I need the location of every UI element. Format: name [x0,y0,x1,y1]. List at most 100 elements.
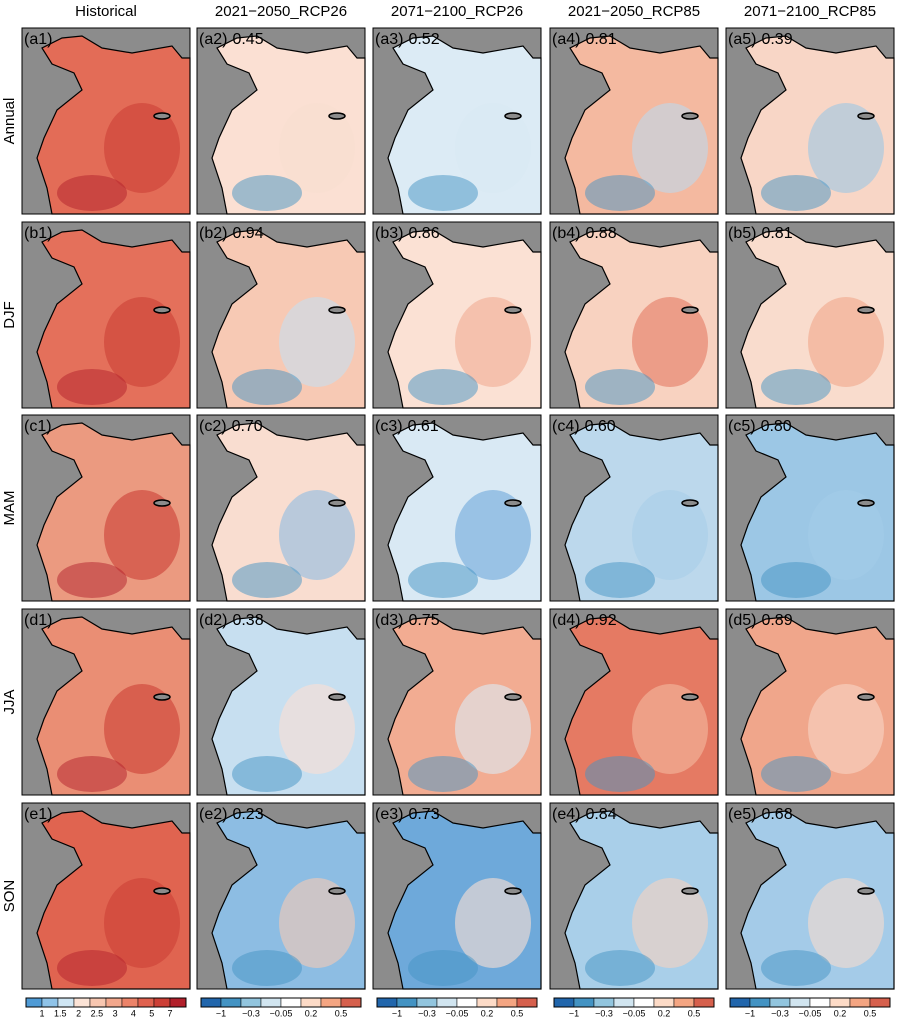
row-label: JJA [1,689,18,714]
colorbar-cell [280,997,302,1008]
sea-anomaly [104,103,180,193]
panel-label: (e5) 0.68 [728,806,793,823]
panel-frame [21,27,191,215]
map-panel: (e5) 0.68 [725,802,895,990]
panel-id: (a4) [552,31,580,48]
panel-frame [725,221,895,409]
panel-value: 0.89 [761,612,792,629]
colorbar-tick-label: 0.2 [658,1008,671,1018]
sea-anomaly [455,297,531,387]
colorbar-tick-label: −1 [569,1008,579,1018]
colorbar-cell [169,997,187,1008]
colorbar-cell [593,997,615,1008]
colorbar-cell [25,997,43,1008]
panel-label: (e4) 0.84 [552,806,617,823]
colorbar-tick-label: 2 [76,1008,81,1018]
island [153,112,171,120]
sea-anomaly [585,950,655,986]
island [681,499,699,507]
colorbar-tick-label: 2.5 [91,1008,104,1018]
island [504,499,522,507]
map-panel: (e4) 0.84 [549,802,719,990]
colorbar-frame [376,997,538,1008]
island [153,887,171,895]
island [681,306,699,314]
sea-anomaly [455,103,531,193]
panel-label: (c4) 0.60 [552,418,616,435]
panel-value: 0.88 [585,225,616,242]
panel-label: (b2) 0.94 [199,225,264,242]
panel-value: 0.81 [761,225,792,242]
sea-anomaly [104,490,180,580]
colorbar-tick-label: 0.5 [688,1008,701,1018]
panel-label: (b3) 0.86 [375,225,440,242]
panel-frame [372,414,542,602]
panel-label: (d3) 0.75 [375,612,440,629]
sea-anomaly [408,369,478,405]
map-panel: (e3) 0.73 [372,802,542,990]
map-panel: (a1) [21,27,191,215]
colorbar-cell [300,997,322,1008]
panel-frame [372,27,542,215]
colorbar-cell [105,997,123,1008]
panel-value: 0.92 [585,612,616,629]
panel-id: (e4) [552,806,580,823]
sea-anomaly [632,878,708,968]
panel-value: 0.94 [232,225,263,242]
colorbar-frame [25,997,187,1008]
map-panel: (c5) 0.80 [725,414,895,602]
map-panel: (d5) 0.89 [725,608,895,796]
colorbar-tick-label: 3 [113,1008,118,1018]
sea-anomaly [808,490,884,580]
panel-label: (b5) 0.81 [728,225,793,242]
colorbar-cell [73,997,91,1008]
sea-anomaly [455,490,531,580]
colorbar-cell [41,997,59,1008]
colorbar-tick-label: 0.2 [481,1008,494,1018]
sea-anomaly [279,490,355,580]
sea-anomaly [57,369,127,405]
colorbar-cell [553,997,575,1008]
panel-id: (d5) [728,612,756,629]
panel-id: (a3) [375,31,403,48]
map-panel: (b1) [21,221,191,409]
map-panel: (a2) 0.45 [196,27,366,215]
sea-anomaly [808,878,884,968]
island [504,306,522,314]
island [328,693,346,701]
panel-label: (b4) 0.88 [552,225,617,242]
colorbar-cell [320,997,342,1008]
colorbar-tick-label: −0.05 [270,1008,293,1018]
panel-value: 0.52 [408,31,439,48]
panel-id: (b1) [24,225,52,242]
sea-anomaly [808,684,884,774]
sea-anomaly [57,175,127,211]
panel-label: (a4) 0.81 [552,31,617,48]
panel-value: 0.23 [232,806,263,823]
map-panel: (b5) 0.81 [725,221,895,409]
panel-frame [725,27,895,215]
island [857,693,875,701]
colorbar-tick-label: 1.5 [54,1008,67,1018]
sea-anomaly [232,175,302,211]
panel-frame [725,414,895,602]
colorbar-tick-label: 7 [167,1008,172,1018]
island [328,499,346,507]
panel-id: (c5) [728,418,756,435]
column-header: Historical [75,3,137,20]
panel-frame [21,221,191,409]
panel-id: (e2) [199,806,227,823]
island [857,306,875,314]
island [153,499,171,507]
panel-value: 0.75 [408,612,439,629]
panel-frame [21,414,191,602]
sea-anomaly [232,950,302,986]
colorbar-cell [240,997,262,1008]
island [681,887,699,895]
colorbar-cell [516,997,538,1008]
panel-label: (a1) [24,31,52,48]
colorbar-cell [260,997,282,1008]
colorbar-tick-label: −0.05 [623,1008,646,1018]
colorbar-tick-label: −0.3 [595,1008,613,1018]
